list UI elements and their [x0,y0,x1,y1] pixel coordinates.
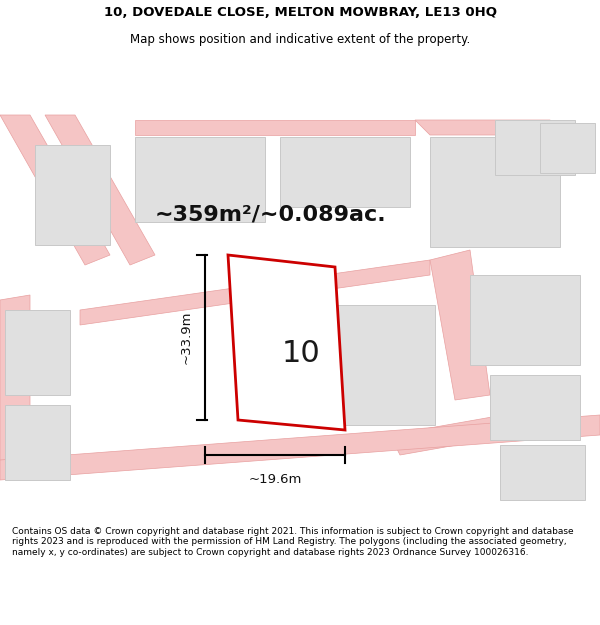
Bar [430,137,560,247]
Bar [35,145,110,245]
Polygon shape [390,405,570,455]
Bar [330,305,435,425]
Polygon shape [0,115,110,265]
Text: 10, DOVEDALE CLOSE, MELTON MOWBRAY, LE13 0HQ: 10, DOVEDALE CLOSE, MELTON MOWBRAY, LE13… [104,6,497,19]
Polygon shape [415,120,570,175]
Polygon shape [430,250,490,400]
Bar [540,123,595,173]
Text: ~359m²/~0.089ac.: ~359m²/~0.089ac. [155,205,386,225]
Polygon shape [0,295,30,475]
Polygon shape [0,415,600,480]
Bar [470,275,580,365]
Bar [135,137,265,222]
Text: Dovedale Cl...: Dovedale Cl... [230,284,308,301]
Polygon shape [228,255,345,430]
Bar [280,137,410,207]
Text: 10: 10 [282,339,321,367]
Polygon shape [135,120,415,135]
Text: Contains OS data © Crown copyright and database right 2021. This information is : Contains OS data © Crown copyright and d… [12,527,574,557]
Text: Map shows position and indicative extent of the property.: Map shows position and indicative extent… [130,33,470,46]
Bar [5,405,70,480]
Bar [495,120,575,175]
Bar [500,445,585,500]
Text: ~19.6m: ~19.6m [248,473,302,486]
Text: ~33.9m: ~33.9m [180,311,193,364]
Polygon shape [80,260,430,325]
Polygon shape [45,115,155,265]
Bar [490,375,580,440]
Bar [5,310,70,395]
